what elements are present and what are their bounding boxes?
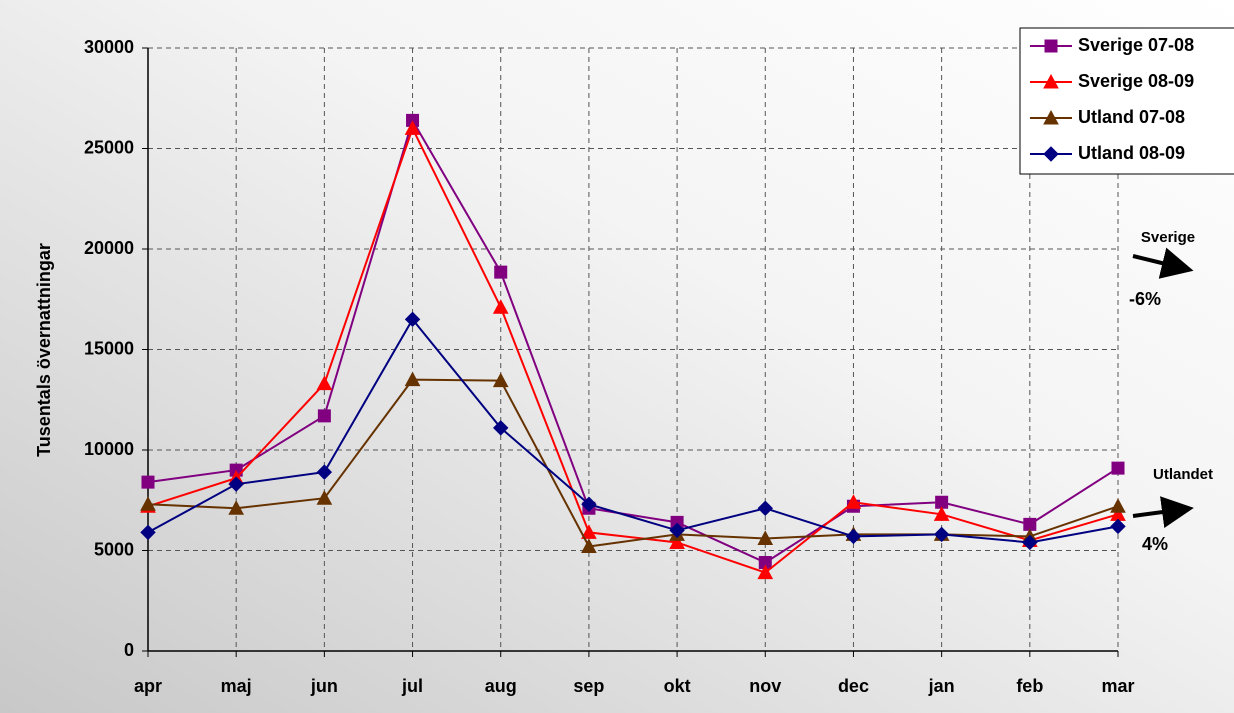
legend-label: Sverige 07-08: [1078, 35, 1194, 55]
marker: [1043, 73, 1059, 89]
x-tick-label: jul: [401, 676, 423, 696]
annotation: Utlandet: [1153, 466, 1213, 483]
x-tick-label: nov: [749, 676, 781, 696]
legend-label: Utland 08-09: [1078, 143, 1185, 163]
y-tick-label: 15000: [84, 338, 134, 358]
arrow: [1132, 247, 1194, 279]
marker: [316, 490, 333, 505]
marker: [1023, 517, 1037, 531]
marker: [228, 500, 245, 515]
marker: [1110, 518, 1126, 535]
marker: [757, 500, 773, 516]
marker: [1043, 146, 1059, 162]
annotation: 4%: [1142, 534, 1168, 554]
marker: [935, 495, 949, 509]
line: [147, 125, 1119, 574]
marker: [669, 522, 685, 539]
marker: [493, 420, 509, 436]
marker: [404, 311, 421, 328]
y-tick-label: 25000: [84, 137, 134, 157]
annotation: -6%: [1129, 289, 1161, 309]
marker: [581, 538, 597, 553]
marker: [492, 372, 509, 388]
marker: [316, 464, 333, 480]
marker: [1111, 461, 1125, 475]
marker: [669, 534, 685, 549]
marker: [1022, 534, 1038, 551]
legend-label: Sverige 08-09: [1078, 71, 1194, 91]
marker: [845, 494, 862, 509]
marker: [140, 524, 156, 541]
marker: [845, 528, 862, 545]
arrow: [1132, 496, 1194, 528]
marker: [140, 496, 156, 511]
x-tick-label: mar: [1101, 676, 1134, 696]
x-tick-label: okt: [664, 676, 691, 696]
x-tick-label: aug: [485, 676, 517, 696]
y-axis-label: Tusentals övernattningar: [34, 243, 54, 457]
x-tick-label: dec: [838, 676, 869, 696]
marker: [228, 476, 244, 492]
marker: [581, 524, 597, 539]
x-tick-label: jun: [310, 676, 338, 696]
marker: [1044, 39, 1058, 53]
annotation: Sverige: [1141, 229, 1195, 246]
marker: [1110, 498, 1126, 513]
x-tick-label: maj: [221, 676, 252, 696]
marker: [933, 526, 950, 543]
y-tick-label: 20000: [84, 238, 134, 258]
x-tick-label: jan: [928, 676, 955, 696]
marker: [317, 409, 331, 423]
marker: [1043, 109, 1059, 125]
legend-label: Utland 07-08: [1078, 107, 1185, 127]
marker: [404, 371, 421, 387]
marker: [316, 375, 333, 391]
x-tick-label: feb: [1016, 676, 1043, 696]
y-tick-label: 5000: [94, 539, 134, 559]
marker: [141, 475, 155, 489]
marker: [494, 265, 508, 279]
line: [147, 317, 1119, 544]
marker: [757, 564, 774, 580]
marker: [492, 299, 509, 314]
line: [147, 378, 1119, 548]
marker: [581, 496, 597, 512]
x-tick-label: apr: [134, 676, 162, 696]
y-tick-label: 0: [124, 640, 134, 660]
marker: [404, 120, 421, 135]
x-tick-label: sep: [573, 676, 604, 696]
line: [147, 117, 1119, 564]
y-tick-label: 10000: [84, 439, 134, 459]
marker: [933, 506, 950, 521]
marker: [757, 530, 774, 545]
y-tick-label: 30000: [84, 37, 134, 57]
